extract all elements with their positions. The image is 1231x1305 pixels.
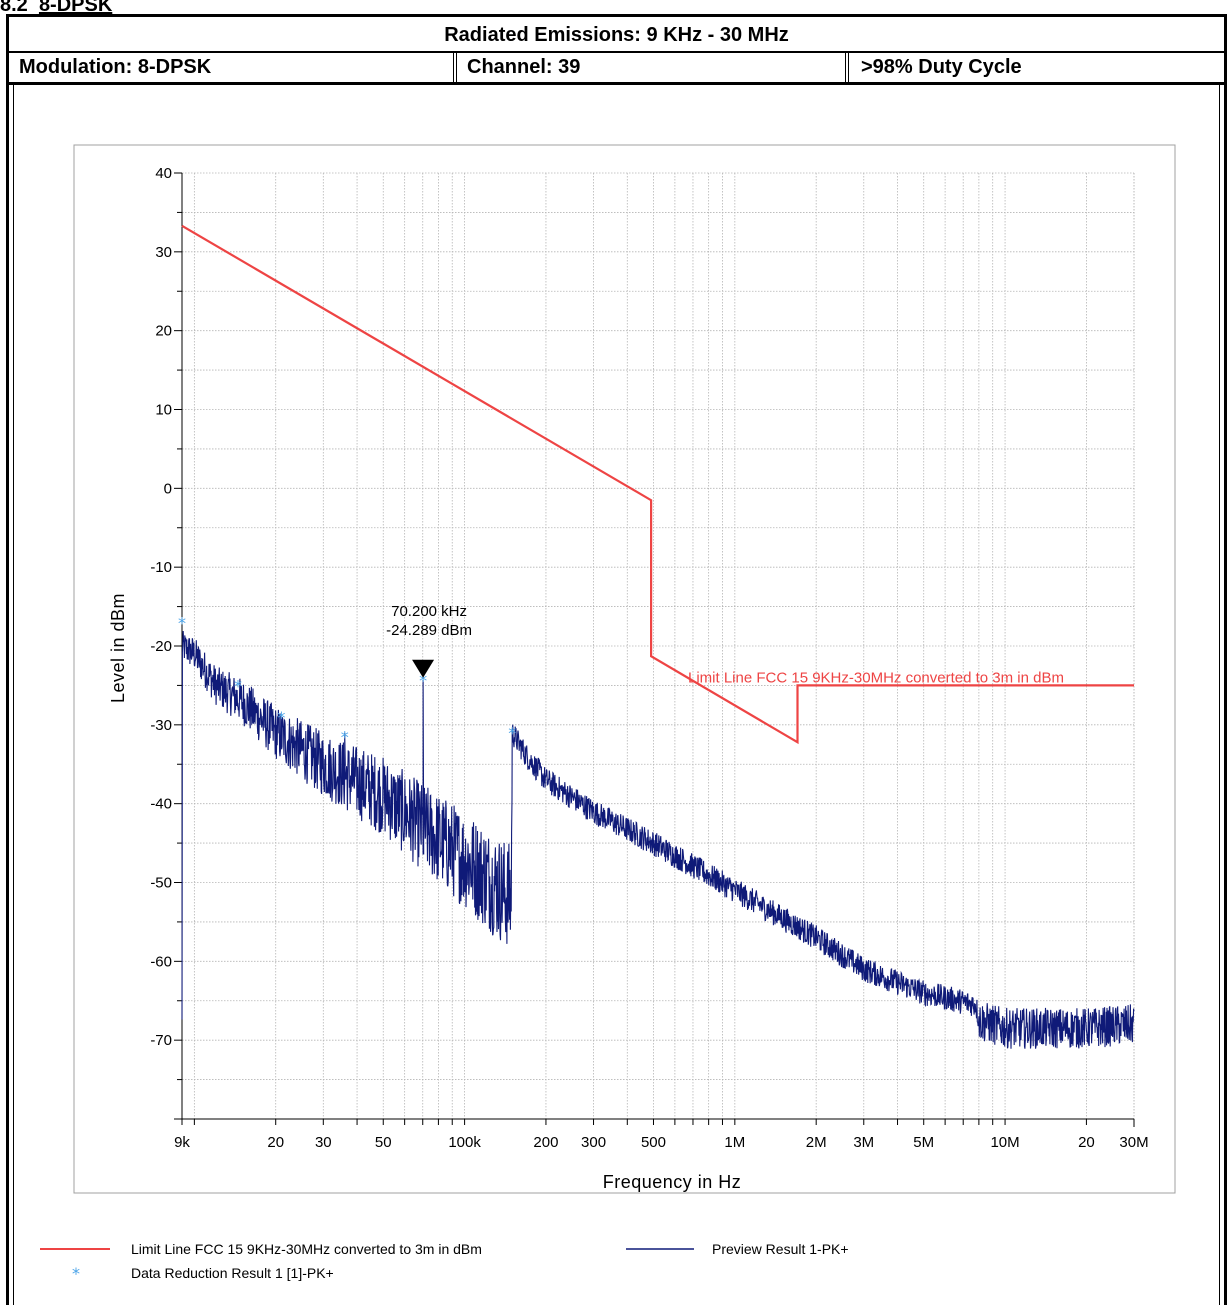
y-tick-label: -10	[150, 559, 172, 576]
y-tick-label: -60	[150, 953, 172, 970]
x-tick-label: 300	[581, 1134, 606, 1151]
y-tick-label: 30	[155, 244, 172, 261]
data-reduction-marker: *	[234, 676, 242, 695]
y-tick-label: 40	[155, 165, 172, 182]
y-tick-label: -30	[150, 717, 172, 734]
legend: Limit Line FCC 15 9KHz-30MHz converted t…	[40, 1241, 849, 1283]
y-tick-label: 10	[155, 402, 172, 419]
x-tick-label: 100k	[448, 1134, 481, 1151]
modulation-cell: Modulation: 8-DPSK	[9, 53, 457, 82]
series: Limit Line FCC 15 9KHz-30MHz converted t…	[181, 224, 1135, 1049]
peak-marker-frequency: 70.200 kHz	[391, 603, 467, 620]
star-glyph: *	[277, 708, 285, 727]
y-tick-label: -40	[150, 796, 172, 813]
limit-line	[181, 224, 1134, 745]
duty-cycle-cell: >98% Duty Cycle	[861, 56, 1022, 78]
report-sheet: Radiated Emissions: 9 KHz - 30 MHz Modul…	[6, 14, 1227, 1305]
x-tick-label: 20	[1078, 1134, 1095, 1151]
x-tick-label: 5M	[913, 1134, 934, 1151]
peak-marker-level: -24.289 dBm	[386, 622, 472, 639]
section-caption: 8.2 8-DPSK	[0, 0, 112, 17]
x-tick-label: 20	[267, 1134, 284, 1151]
section-number: 8.2	[0, 0, 28, 16]
x-tick-label: 2M	[806, 1134, 827, 1151]
preview-trace	[181, 630, 1135, 1049]
x-tick-label: 1M	[724, 1134, 745, 1151]
x-tick-label: 3M	[853, 1134, 874, 1151]
star-glyph: *	[341, 728, 349, 747]
x-tick-label: 200	[533, 1134, 558, 1151]
meta-row: Modulation: 8-DPSK Channel: 39 >98% Duty…	[9, 53, 1224, 85]
y-axis-label: Level in dBm	[108, 593, 128, 703]
star-glyph: *	[178, 613, 186, 632]
y-tick-label: -50	[150, 875, 172, 892]
legend-label-limit: Limit Line FCC 15 9KHz-30MHz converted t…	[131, 1241, 482, 1257]
y-tick-label: 0	[164, 480, 172, 497]
data-reduction-marker: *	[508, 724, 516, 743]
chart-frame	[13, 85, 1220, 1305]
x-tick-label: 30	[315, 1134, 332, 1151]
x-tick-label: 9k	[174, 1134, 190, 1151]
legend-label-reduction: Data Reduction Result 1 [1]-PK+	[131, 1265, 334, 1281]
data-reduction-marker: *	[419, 671, 427, 690]
section-title: 8-DPSK	[38, 0, 113, 16]
y-tick-label: 20	[155, 323, 172, 340]
data-reduction-marker: *	[341, 728, 349, 747]
y-tick-label: -70	[150, 1032, 172, 1049]
markers: * * * * * * 70.200 kHz -24.289 dBm	[178, 603, 516, 747]
x-tick-label: 500	[641, 1134, 666, 1151]
channel-cell: Channel: 39	[457, 53, 849, 82]
x-tick-label: 50	[375, 1134, 392, 1151]
star-glyph: *	[234, 676, 242, 695]
legend-swatch-reduction: *	[72, 1264, 80, 1283]
x-axis-label: Frequency in Hz	[603, 1172, 742, 1192]
report-title: Radiated Emissions: 9 KHz - 30 MHz	[9, 17, 1224, 53]
x-tick-label: 10M	[990, 1134, 1019, 1151]
peak-marker-triangle	[412, 659, 435, 678]
y-tick-label: -20	[150, 638, 172, 655]
star-glyph: *	[419, 671, 427, 690]
data-reduction-marker: *	[178, 613, 186, 632]
x-tick-label: 30M	[1119, 1134, 1148, 1151]
data-reduction-marker: *	[277, 708, 285, 727]
limit-line-annotation: Limit Line FCC 15 9KHz-30MHz converted t…	[688, 669, 1064, 686]
star-glyph: *	[508, 724, 516, 743]
legend-label-preview: Preview Result 1-PK+	[712, 1241, 849, 1257]
